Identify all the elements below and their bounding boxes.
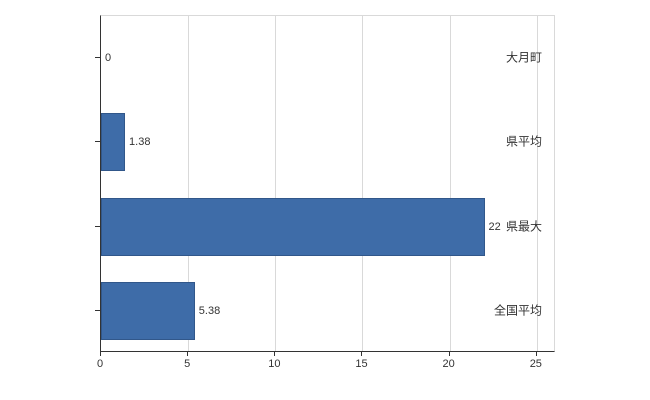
bar-row: 1.38 xyxy=(101,113,554,172)
x-axis-tick-label: 0 xyxy=(96,358,104,370)
bar xyxy=(101,197,485,256)
x-axis-tick xyxy=(361,352,363,356)
gridline xyxy=(188,16,190,351)
x-axis-tick-label: 10 xyxy=(268,358,281,370)
bar-row: 0 xyxy=(101,29,554,87)
value-label: 5.38 xyxy=(198,304,221,317)
x-axis-tick xyxy=(187,352,189,356)
y-axis-tick xyxy=(95,141,100,143)
category-label: 県最大 xyxy=(505,219,542,234)
category-label: 県平均 xyxy=(505,134,542,149)
x-axis-tick-label: 25 xyxy=(529,358,542,370)
x-axis-tick xyxy=(535,352,537,356)
gridline xyxy=(536,16,538,351)
value-label: 0 xyxy=(105,52,112,65)
gridline xyxy=(275,16,277,351)
x-axis-tick-label: 20 xyxy=(442,358,455,370)
x-axis-tick-label: 5 xyxy=(184,358,191,370)
x-axis-tick xyxy=(274,352,276,356)
x-axis-tick xyxy=(448,352,450,356)
y-axis-tick xyxy=(95,57,100,59)
x-axis-tick xyxy=(100,352,101,356)
gridline xyxy=(362,16,364,351)
bar xyxy=(101,281,195,340)
y-axis-tick xyxy=(95,225,100,227)
y-axis-tick xyxy=(95,309,100,311)
category-label: 全国平均 xyxy=(493,303,542,318)
bar-row: 5.38 xyxy=(101,281,554,340)
plot-area: 0 1.38 22 5.38 xyxy=(100,15,555,352)
bar-row: 22 xyxy=(101,197,554,256)
gridline xyxy=(449,16,451,351)
category-label: 大月町 xyxy=(505,50,542,65)
bar xyxy=(101,113,126,172)
x-axis-tick-label: 15 xyxy=(355,358,368,370)
value-label: 22 xyxy=(488,220,501,233)
value-label: 1.38 xyxy=(129,136,151,149)
